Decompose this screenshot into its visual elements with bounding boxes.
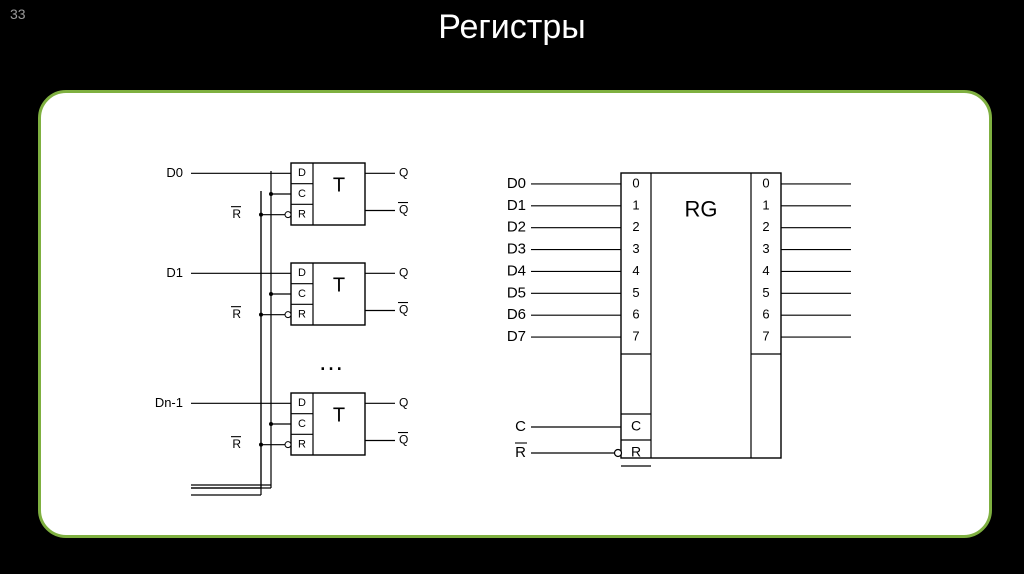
svg-text:D: D: [298, 167, 306, 179]
svg-text:C: C: [515, 418, 526, 435]
svg-text:D: D: [298, 267, 306, 279]
svg-text:Q: Q: [399, 396, 408, 410]
svg-text:D3: D3: [507, 241, 526, 258]
svg-text:7: 7: [632, 329, 639, 344]
svg-text:T: T: [333, 274, 345, 296]
svg-text:5: 5: [632, 285, 639, 300]
svg-text:4: 4: [632, 263, 639, 278]
svg-text:R: R: [298, 309, 306, 321]
svg-text:C: C: [298, 188, 306, 200]
svg-text:C: C: [298, 288, 306, 300]
svg-text:D5: D5: [507, 284, 526, 301]
svg-text:Q: Q: [399, 433, 408, 447]
svg-text:0: 0: [632, 175, 639, 190]
svg-text:3: 3: [762, 241, 769, 256]
svg-text:6: 6: [762, 307, 769, 322]
svg-text:Q: Q: [399, 166, 408, 180]
svg-text:D2: D2: [507, 219, 526, 236]
svg-text:Q: Q: [399, 266, 408, 280]
svg-text:R: R: [298, 209, 306, 221]
diagram-panel: DCRTQQD0RDCRTQQD1R…DCRTQQDn-1RD000D111D2…: [38, 90, 992, 538]
svg-text:D0: D0: [507, 175, 526, 192]
svg-text:2: 2: [632, 219, 639, 234]
svg-text:4: 4: [762, 263, 769, 278]
svg-text:R: R: [298, 439, 306, 451]
svg-text:…: …: [318, 346, 344, 376]
svg-text:C: C: [298, 418, 306, 430]
svg-text:6: 6: [632, 307, 639, 322]
svg-text:1: 1: [762, 197, 769, 212]
svg-text:C: C: [631, 418, 641, 434]
svg-text:T: T: [333, 174, 345, 196]
svg-text:1: 1: [632, 197, 639, 212]
page-title: Регистры: [0, 8, 1024, 47]
svg-text:3: 3: [632, 241, 639, 256]
svg-text:0: 0: [762, 175, 769, 190]
svg-text:5: 5: [762, 285, 769, 300]
svg-text:T: T: [333, 404, 345, 426]
svg-text:Q: Q: [399, 203, 408, 217]
svg-text:Dn-1: Dn-1: [155, 395, 183, 410]
svg-text:R: R: [515, 444, 526, 461]
diagram-svg: DCRTQQD0RDCRTQQD1R…DCRTQQDn-1RD000D111D2…: [41, 93, 989, 535]
svg-text:D6: D6: [507, 306, 526, 323]
svg-text:7: 7: [762, 329, 769, 344]
svg-text:D1: D1: [166, 265, 183, 280]
svg-text:D1: D1: [507, 197, 526, 214]
svg-text:D4: D4: [507, 262, 526, 279]
svg-text:2: 2: [762, 219, 769, 234]
svg-text:Q: Q: [399, 303, 408, 317]
svg-text:D: D: [298, 397, 306, 409]
svg-text:D7: D7: [507, 328, 526, 345]
svg-text:R: R: [232, 437, 241, 451]
svg-text:RG: RG: [685, 196, 718, 221]
svg-text:D0: D0: [166, 165, 183, 180]
svg-text:R: R: [232, 307, 241, 321]
svg-text:R: R: [631, 444, 641, 460]
svg-text:R: R: [232, 207, 241, 221]
